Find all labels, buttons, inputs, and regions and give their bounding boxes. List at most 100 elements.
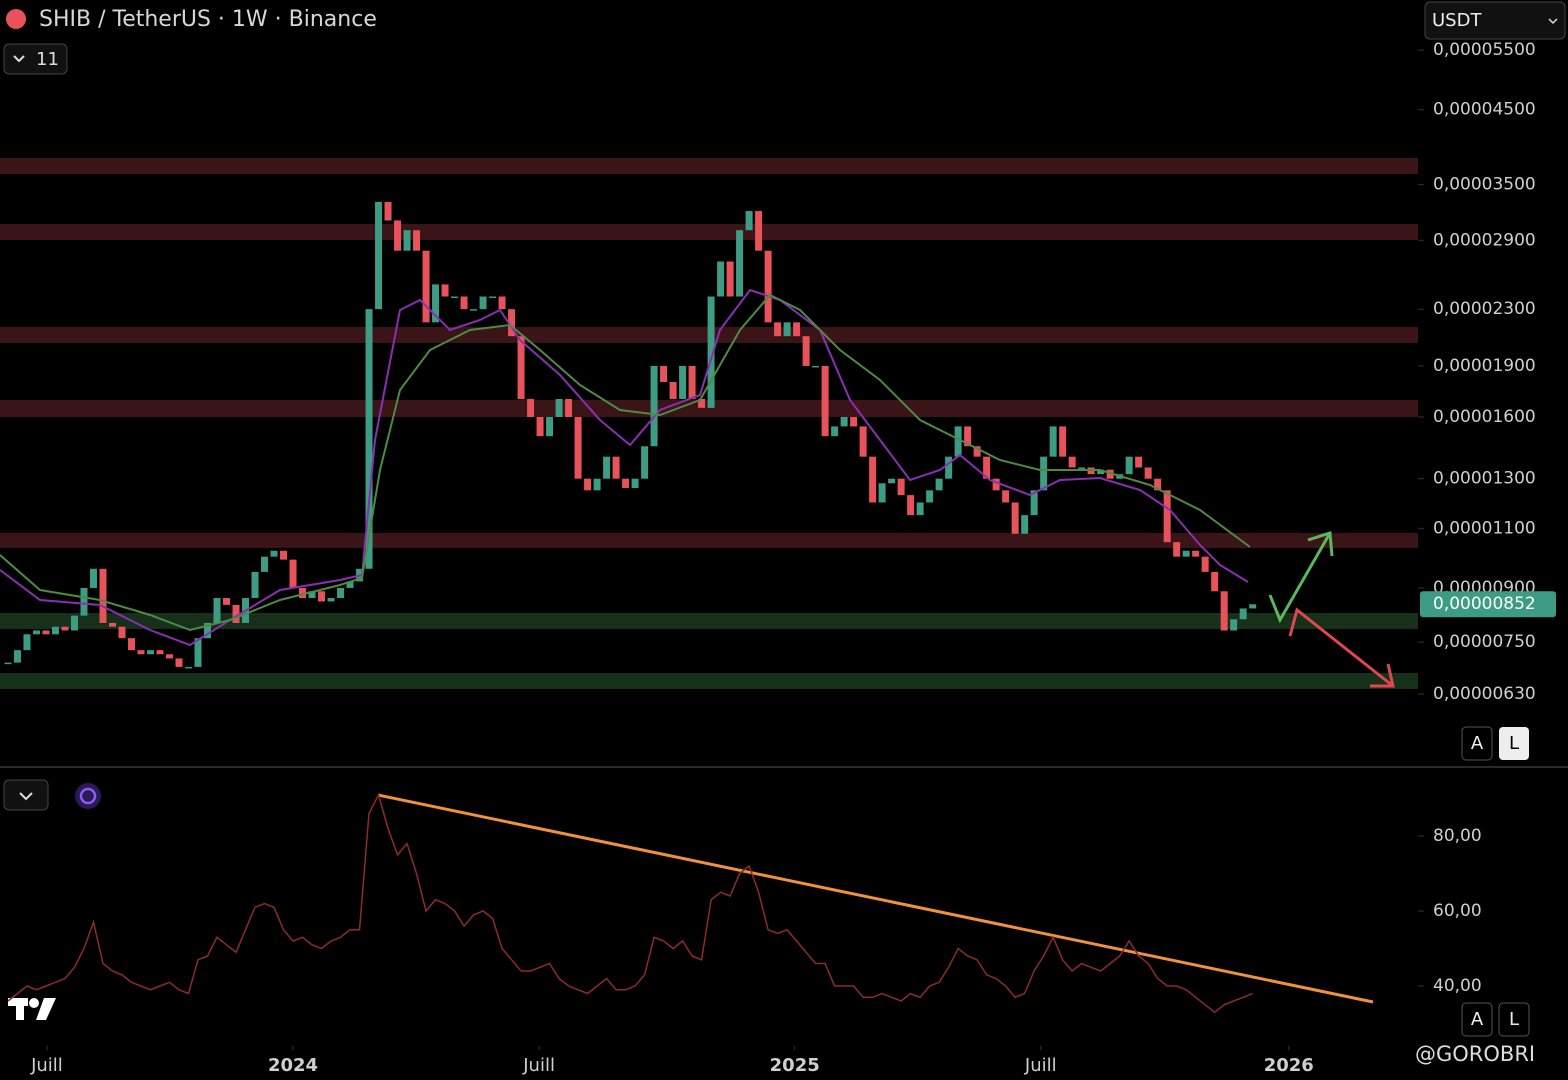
candle <box>660 365 668 382</box>
bearish-arrow <box>1288 607 1394 688</box>
resistance-zone <box>0 224 1418 240</box>
candle <box>1030 490 1038 516</box>
candle <box>1154 478 1162 491</box>
candle <box>13 650 21 663</box>
pane-toggle[interactable] <box>3 779 49 811</box>
y-tick-label: 80,00 <box>1433 826 1482 846</box>
y-tick-label: 0,00001100 <box>1433 518 1536 538</box>
candle <box>213 598 221 623</box>
candle <box>4 662 12 665</box>
candle <box>346 581 354 588</box>
candle <box>1163 490 1171 543</box>
watermark: @GOROBRI <box>1415 1042 1535 1066</box>
indicator-count: 11 <box>36 49 59 70</box>
candle <box>70 615 78 631</box>
candle <box>745 211 753 231</box>
candle <box>783 322 791 337</box>
candle <box>888 478 896 484</box>
auto-button[interactable] <box>1461 1002 1493 1037</box>
bullish-arrow <box>1268 532 1332 624</box>
candle <box>774 322 782 337</box>
candle <box>859 426 867 457</box>
currency-label: USDT <box>1432 10 1482 31</box>
slow-moving-average <box>0 293 1251 632</box>
last-price-label: 0,00000852 <box>1433 594 1536 614</box>
candle <box>384 201 392 221</box>
chevron <box>19 792 33 801</box>
y-tick-label: 0,00001600 <box>1433 407 1536 427</box>
y-tick-label: 0,00000630 <box>1433 684 1536 704</box>
candle <box>394 220 402 251</box>
x-tick-label: Juill <box>1024 1055 1057 1076</box>
candle <box>32 630 40 635</box>
candle <box>1011 502 1019 534</box>
candle <box>555 398 563 417</box>
candle <box>821 365 829 437</box>
sync-icon <box>79 787 97 805</box>
candle <box>992 478 1000 491</box>
log-label: L <box>1509 733 1519 754</box>
candle <box>1192 550 1200 557</box>
candle <box>42 630 50 635</box>
indicator-toggle[interactable] <box>3 43 68 75</box>
candle <box>945 456 953 479</box>
x-tick-label: 2025 <box>770 1055 820 1076</box>
candle <box>451 296 459 299</box>
candle <box>441 284 449 297</box>
candle <box>251 571 259 599</box>
bullish-arrow-head <box>1307 531 1334 557</box>
candle <box>1220 591 1228 631</box>
candle <box>964 426 972 447</box>
candle <box>1097 469 1105 475</box>
candle <box>318 591 326 602</box>
y-tick-label: 0,00000750 <box>1433 632 1536 652</box>
currency-select[interactable] <box>1424 1 1566 40</box>
candle <box>831 426 839 437</box>
y-tick-label: 40,00 <box>1433 976 1482 996</box>
candle <box>1059 426 1067 457</box>
candle <box>1230 619 1238 631</box>
symbol-icon <box>6 9 26 29</box>
candle <box>270 550 278 557</box>
y-tick-label: 0,00002900 <box>1433 230 1536 250</box>
y-tick-label: 0,00001300 <box>1433 469 1536 489</box>
x-tick-label: Juill <box>522 1055 555 1076</box>
candle <box>612 456 620 479</box>
chevron <box>13 55 25 63</box>
candle <box>498 296 506 310</box>
zones <box>0 158 1418 689</box>
y-tick-label: 0,00002300 <box>1433 299 1536 319</box>
y-tick-label: 0,00001900 <box>1433 356 1536 376</box>
candle <box>593 478 601 491</box>
auto-button[interactable] <box>1461 726 1493 761</box>
candle <box>1173 542 1181 557</box>
candle <box>89 568 97 588</box>
candle <box>479 296 487 310</box>
candle <box>707 296 715 408</box>
candle <box>869 456 877 503</box>
log-button[interactable] <box>1498 1002 1530 1037</box>
log-button[interactable] <box>1499 727 1529 760</box>
rsi-line <box>7 792 1253 1014</box>
candle <box>565 398 573 417</box>
candle <box>508 309 516 337</box>
candle <box>916 502 924 516</box>
candle <box>698 398 706 408</box>
candle <box>1201 556 1209 572</box>
candle <box>907 495 915 516</box>
candle <box>223 598 231 605</box>
candle <box>1040 456 1048 491</box>
logo-part <box>16 998 24 1020</box>
candle <box>536 416 544 437</box>
log-label: L <box>1509 1009 1519 1030</box>
candle <box>128 638 136 651</box>
sync-button[interactable] <box>75 783 101 809</box>
logo-part <box>29 998 39 1008</box>
candle <box>764 250 772 323</box>
candle <box>850 416 858 427</box>
candle <box>935 478 943 491</box>
candle <box>413 230 421 251</box>
candle <box>1068 456 1076 468</box>
candle <box>1078 467 1086 469</box>
